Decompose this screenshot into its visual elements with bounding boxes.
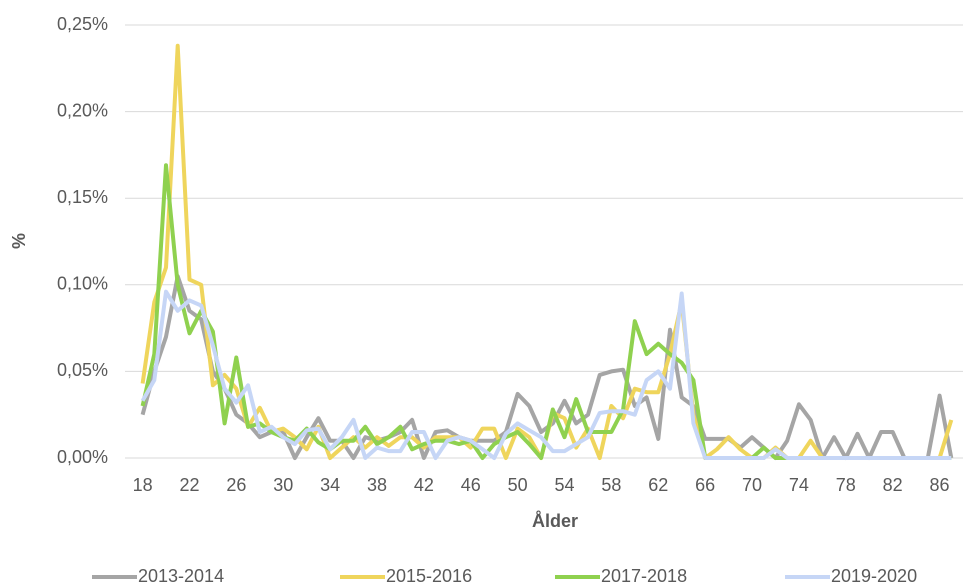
x-tick-label: 54 [554, 475, 574, 495]
x-tick-label: 22 [179, 475, 199, 495]
x-tick-label: 62 [648, 475, 668, 495]
x-tick-label: 70 [742, 475, 762, 495]
x-tick-label: 58 [601, 475, 621, 495]
x-tick-label: 78 [836, 475, 856, 495]
x-tick-label: 74 [789, 475, 809, 495]
legend-label: 2019-2020 [831, 566, 917, 586]
y-axis-title: % [9, 233, 29, 249]
legend-label: 2013-2014 [138, 566, 224, 586]
y-tick-label: 0,25% [57, 14, 108, 34]
x-axis-title: Ålder [532, 511, 578, 531]
y-tick-label: 0,00% [57, 447, 108, 467]
x-tick-label: 50 [508, 475, 528, 495]
x-tick-label: 42 [414, 475, 434, 495]
x-tick-label: 38 [367, 475, 387, 495]
x-tick-label: 34 [320, 475, 340, 495]
x-tick-label: 82 [883, 475, 903, 495]
line-series [140, 289, 952, 460]
x-tick-label: 66 [695, 475, 715, 495]
x-tick-label: 46 [461, 475, 481, 495]
y-tick-label: 0,20% [57, 100, 108, 120]
legend-label: 2017-2018 [601, 566, 687, 586]
x-tick-label: 18 [133, 475, 153, 495]
x-tick-label: 86 [930, 475, 950, 495]
line-series [140, 43, 954, 460]
y-tick-label: 0,05% [57, 360, 108, 380]
legend-label: 2015-2016 [386, 566, 472, 586]
x-tick-label: 30 [273, 475, 293, 495]
y-tick-label: 0,15% [57, 187, 108, 207]
x-tick-label: 26 [226, 475, 246, 495]
y-tick-label: 0,10% [57, 274, 108, 294]
